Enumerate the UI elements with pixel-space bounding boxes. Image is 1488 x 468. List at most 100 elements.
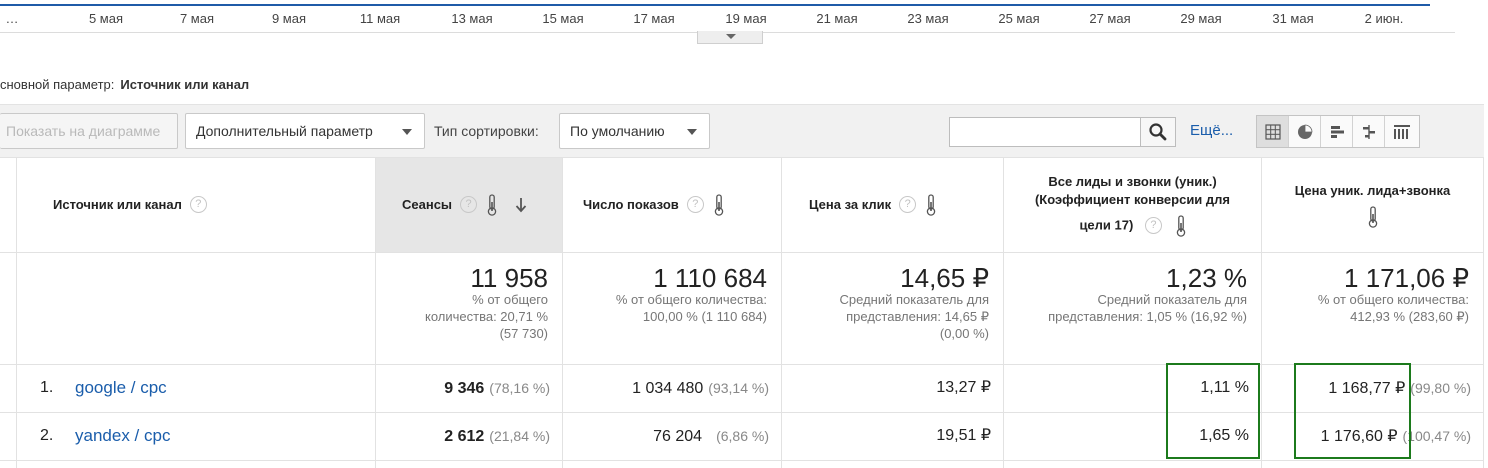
column-divider <box>781 157 782 468</box>
table-view-button[interactable] <box>1257 116 1289 147</box>
secondary-dimension-dropdown[interactable]: Дополнительный параметр <box>185 113 425 149</box>
thermometer-icon[interactable] <box>926 193 936 216</box>
column-divider <box>1483 157 1484 468</box>
cost-per-lead-cell: 1 176,60 ₽ (100,47 %) <box>1262 412 1483 460</box>
total-impressions: 1 110 684 % от общего количества: 100,00… <box>563 252 781 364</box>
row-divider <box>0 364 1484 365</box>
impressions-value: 1 034 480 <box>632 380 704 397</box>
search-icon <box>1149 123 1167 141</box>
help-icon[interactable]: ? <box>1144 217 1162 234</box>
chevron-down-icon <box>687 129 697 135</box>
total-sub: % от общего количества: <box>615 292 767 307</box>
pie-view-button[interactable] <box>1289 116 1321 147</box>
total-sub: количества: 20,71 % <box>425 309 548 324</box>
total-value: 1 171,06 ₽ <box>1344 263 1469 293</box>
pie-view-icon <box>1297 124 1312 139</box>
primary-dimension-label: сновной параметр: <box>0 77 115 92</box>
conversion-rate-cell: 1,11 % <box>1200 379 1249 396</box>
date-label: 17 мая <box>633 11 675 26</box>
column-header-label: Все лиды и звонки (уник.) <box>1048 173 1217 189</box>
total-sub: 412,93 % (283,60 ₽) <box>1350 309 1469 324</box>
date-label: 21 мая <box>816 11 858 26</box>
column-header-label: Цена за клик <box>809 197 892 212</box>
column-header-sessions[interactable]: Сеансы ? <box>376 157 562 252</box>
conversion-rate-highlight-box <box>1166 363 1260 459</box>
total-conversion-rate: 1,23 % Средний показатель для представле… <box>1004 252 1261 364</box>
sort-type-dropdown[interactable]: По умолчанию <box>559 113 710 149</box>
pivot-view-button[interactable] <box>1385 116 1419 147</box>
cost-per-lead-value: 1 168,77 ₽ <box>1328 380 1406 397</box>
date-label: … <box>5 11 19 26</box>
column-header-label: Цена уник. лида+звонка <box>1294 182 1451 198</box>
chevron-down-icon <box>402 129 412 135</box>
column-divider <box>562 157 563 468</box>
total-value: 14,65 ₽ <box>900 263 989 293</box>
comparison-view-icon <box>1362 124 1375 139</box>
total-cpc: 14,65 ₽ Средний показатель для представл… <box>782 252 1003 364</box>
column-divider <box>1261 157 1262 468</box>
source-link[interactable]: yandex / cpc <box>75 426 171 445</box>
column-header-impressions[interactable]: Число показов ? <box>563 157 781 252</box>
thermometer-icon[interactable] <box>1176 214 1186 237</box>
pivot-view-icon <box>1394 124 1410 139</box>
date-label: 19 мая <box>725 11 767 26</box>
cost-per-lead-cell: 1 168,77 ₽ (99,80 %) <box>1262 364 1483 412</box>
thermometer-icon[interactable] <box>487 193 497 216</box>
column-header-source[interactable]: Источник или канал ? <box>16 157 375 252</box>
total-value: 11 958 <box>470 263 548 293</box>
sort-descending-icon[interactable] <box>515 197 527 213</box>
column-divider <box>16 157 17 468</box>
plot-rows-button[interactable]: Показать на диаграмме <box>0 113 178 149</box>
sort-type-value: По умолчанию <box>570 123 665 139</box>
cpc-cell: 13,27 ₽ <box>936 379 991 396</box>
date-label: 2 июн. <box>1364 11 1404 26</box>
date-label: 7 мая <box>179 11 215 26</box>
total-sub: (0,00 %) <box>939 326 989 341</box>
total-sub: % от общего количества: <box>1317 292 1469 307</box>
total-sub: Средний показатель для <box>839 292 989 307</box>
help-icon[interactable]: ? <box>686 196 704 213</box>
help-icon[interactable]: ? <box>189 196 207 213</box>
cost-per-lead-highlight-box <box>1294 363 1411 459</box>
thermometer-icon[interactable] <box>1368 205 1378 228</box>
column-header-leads-conversion[interactable]: Все лиды и звонки (уник.) (Коэффициент к… <box>1004 157 1261 252</box>
date-label: 11 мая <box>359 11 401 26</box>
help-icon[interactable]: ? <box>899 196 917 213</box>
column-header-label: (Коэффициент конверсии для <box>1034 191 1231 207</box>
collapse-chart-handle[interactable] <box>697 31 763 44</box>
table-search-input[interactable] <box>949 117 1141 147</box>
comparison-view-button[interactable] <box>1353 116 1385 147</box>
sessions-percent: (21,84 %) <box>489 428 550 444</box>
total-sub: представления: 14,65 ₽ <box>846 309 989 324</box>
conversion-rate-cell: 1,65 % <box>1199 427 1249 444</box>
bar-view-button[interactable] <box>1321 116 1353 147</box>
impressions-cell: 76 204 (6,86 %) <box>563 412 781 460</box>
date-label: 25 мая <box>998 11 1040 26</box>
primary-dimension-value[interactable]: Источник или канал <box>120 77 250 92</box>
cost-per-lead-percent: (100,47 %) <box>1402 428 1471 444</box>
impressions-percent: (6,86 %) <box>716 428 769 444</box>
primary-dimension: сновной параметр: Источник или канал <box>0 77 249 92</box>
cpc-cell: 19,51 ₽ <box>936 427 991 444</box>
column-header-cost-per-lead[interactable]: Цена уник. лида+звонка <box>1262 157 1483 252</box>
date-label: 31 мая <box>1272 11 1314 26</box>
more-options-link[interactable]: Ещё... <box>1190 122 1234 139</box>
table-toolbar: Показать на диаграмме Дополнительный пар… <box>0 104 1484 158</box>
secondary-dimension-label: Дополнительный параметр <box>196 123 373 139</box>
date-label: 27 мая <box>1089 11 1131 26</box>
total-value: 1,23 % <box>1166 263 1247 293</box>
total-sub: Средний показатель для <box>1097 292 1247 307</box>
date-label: 23 мая <box>907 11 949 26</box>
date-label: 13 мая <box>451 11 493 26</box>
row-divider <box>0 460 1484 461</box>
date-label: 5 мая <box>88 11 124 26</box>
help-icon[interactable]: ? <box>460 196 478 213</box>
column-header-label: цели 17) <box>1079 216 1134 232</box>
column-header-label-row: цели 17) ? <box>1079 214 1186 237</box>
total-sub: (57 730) <box>499 326 548 341</box>
sessions-cell: 9 346 (78,16 %) <box>376 364 562 412</box>
thermometer-icon[interactable] <box>714 193 724 216</box>
column-header-cpc[interactable]: Цена за клик ? <box>782 157 1003 252</box>
search-button[interactable] <box>1140 117 1176 147</box>
source-link[interactable]: google / cpc <box>75 378 167 397</box>
